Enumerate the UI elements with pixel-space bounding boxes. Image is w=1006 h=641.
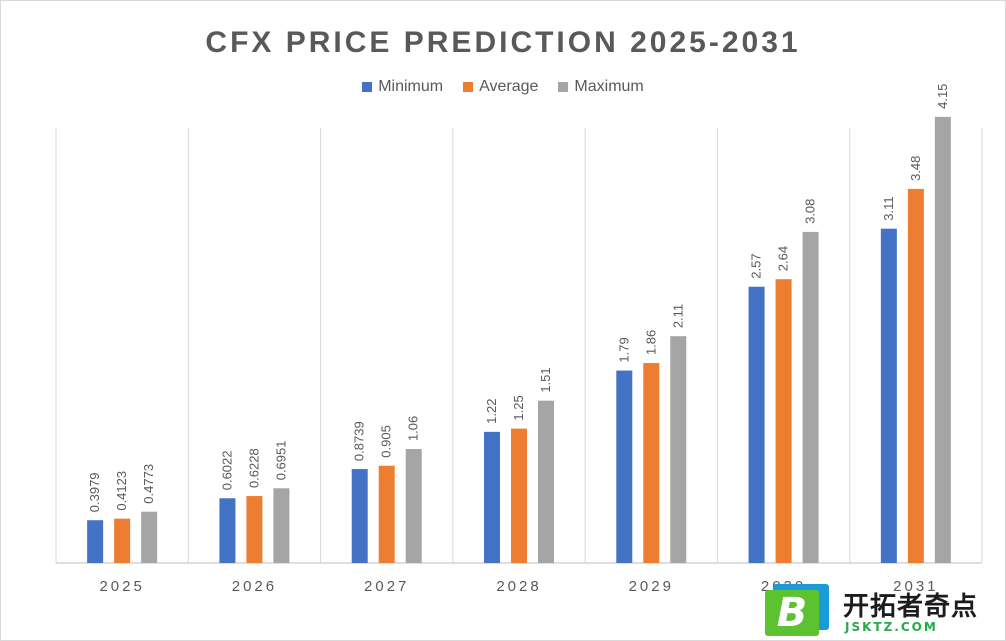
data-label: 0.8739 [352, 421, 367, 461]
data-label: 1.25 [511, 395, 526, 420]
x-tick-label: 2025 [99, 578, 144, 595]
chart-legend: Minimum Average Maximum [0, 78, 1006, 96]
legend-label-minimum: Minimum [378, 78, 444, 95]
legend-label-maximum: Maximum [574, 78, 644, 95]
bar-average [643, 363, 660, 563]
data-label: 1.79 [616, 337, 631, 362]
x-tick-label: 2028 [496, 578, 541, 595]
bar-minimum [87, 520, 104, 563]
data-label: 4.15 [935, 84, 950, 109]
data-label: 0.6022 [219, 450, 234, 490]
data-label: 1.22 [484, 399, 499, 424]
bar-average [378, 465, 395, 563]
legend-swatch-maximum [558, 82, 569, 92]
data-label: 0.3979 [87, 472, 102, 512]
watermark-logo-icon: B [765, 584, 829, 636]
bar-minimum [484, 431, 500, 563]
bar-average [511, 428, 527, 563]
bar-maximum [670, 336, 687, 563]
x-tick-label: 2031 [893, 578, 938, 595]
data-label: 1.06 [406, 416, 421, 441]
bar-maximum [538, 400, 554, 563]
watermark-name: 开拓者奇点 [843, 592, 979, 622]
data-label: 0.905 [379, 425, 394, 458]
data-label: 1.51 [538, 367, 553, 392]
legend-swatch-average [463, 82, 474, 92]
data-label: 3.11 [881, 196, 896, 220]
watermark: B 开拓者奇点 JSKTZ.COM [763, 584, 1003, 640]
bar-minimum [616, 370, 633, 563]
data-label: 1.86 [643, 330, 658, 355]
data-label: 3.48 [908, 156, 923, 181]
x-tick-label: 2029 [629, 578, 674, 595]
bar-minimum [219, 498, 236, 563]
data-label: 0.6951 [273, 441, 288, 481]
bar-average [907, 188, 924, 563]
x-tick-label: 2027 [364, 578, 409, 595]
data-label: 0.6228 [246, 448, 261, 488]
bar-maximum [405, 449, 422, 563]
watermark-logo-letter: B [777, 590, 808, 636]
bar-maximum [934, 116, 951, 563]
data-label: 3.08 [803, 199, 818, 224]
bar-minimum [351, 469, 368, 563]
legend-item-maximum: Maximum [558, 78, 644, 96]
x-tick-label: 2026 [232, 578, 277, 595]
bar-minimum [880, 228, 897, 564]
legend-label-average: Average [479, 78, 539, 95]
data-label: 2.64 [776, 246, 791, 271]
legend-item-average: Average [463, 78, 538, 96]
data-label: 0.4123 [114, 471, 129, 511]
data-label: 0.4773 [141, 464, 156, 504]
data-label: 2.57 [749, 253, 764, 278]
bar-maximum [802, 231, 819, 563]
bar-average [775, 279, 792, 563]
bar-average [246, 496, 263, 563]
legend-item-minimum: Minimum [362, 78, 443, 96]
watermark-url: JSKTZ.COM [845, 620, 938, 634]
bar-maximum [141, 511, 158, 563]
bar-minimum [748, 286, 765, 563]
bar-average [114, 518, 131, 563]
data-label: 2.11 [670, 304, 685, 328]
legend-swatch-minimum [362, 82, 373, 92]
chart-title: CFX PRICE PREDICTION 2025-2031 [205, 26, 801, 59]
bar-maximum [273, 488, 290, 563]
